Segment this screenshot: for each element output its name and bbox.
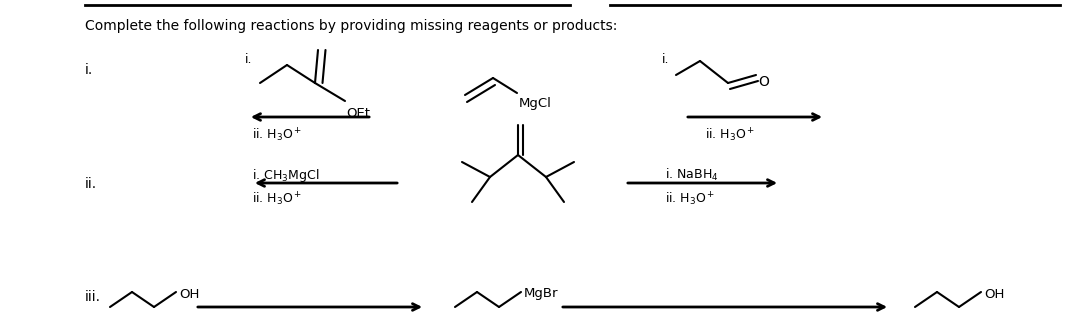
Text: OEt: OEt [346,107,370,120]
Text: OH: OH [984,287,1005,300]
Text: iii.: iii. [85,290,101,304]
Text: O: O [759,75,769,89]
Text: ii. H$_3$O$^+$: ii. H$_3$O$^+$ [665,191,715,208]
Text: ii. H$_3$O$^+$: ii. H$_3$O$^+$ [252,127,302,144]
Text: Complete the following reactions by providing missing reagents or products:: Complete the following reactions by prov… [85,19,617,33]
Text: ii.: ii. [85,177,97,191]
Text: OH: OH [179,287,200,300]
Text: ii. H$_3$O$^+$: ii. H$_3$O$^+$ [252,191,302,208]
Text: i.: i. [663,53,669,66]
Text: i.: i. [85,63,93,77]
Text: i. CH$_3$MgCl: i. CH$_3$MgCl [252,167,319,184]
Text: i. NaBH$_4$: i. NaBH$_4$ [665,167,719,183]
Text: ii. H$_3$O$^+$: ii. H$_3$O$^+$ [705,127,755,144]
Text: i.: i. [245,53,252,66]
Text: MgCl: MgCl [519,97,551,110]
Text: MgBr: MgBr [524,287,559,300]
